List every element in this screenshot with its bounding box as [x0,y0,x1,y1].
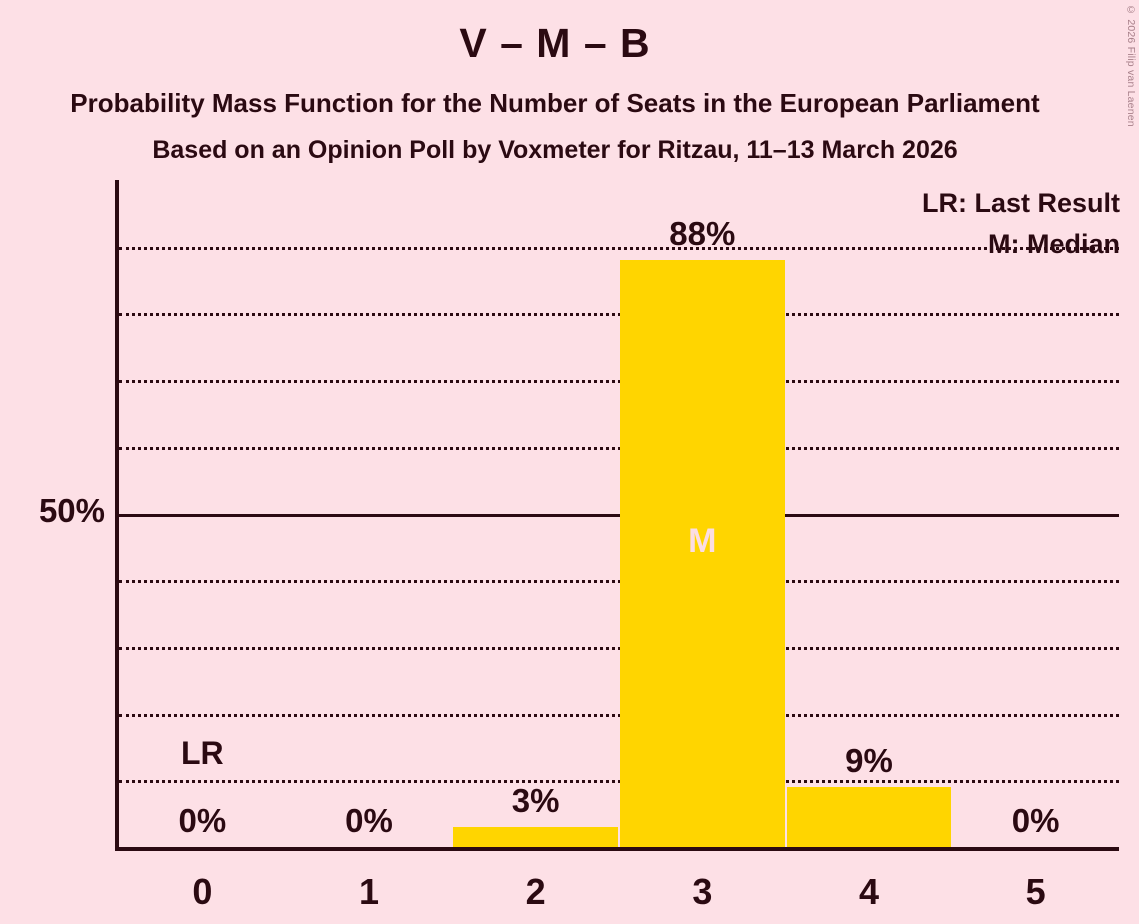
x-axis-tick-label: 3 [692,871,713,912]
gridline [119,646,1119,650]
x-axis-tick-label: 4 [858,871,879,912]
gridline [119,246,1119,250]
bar-value-label: 0% [178,802,227,839]
gridline [119,580,1119,584]
gridline [119,446,1119,450]
bar [786,786,952,847]
copyright-notice: © 2026 Filip van Laenen [1125,4,1137,127]
chart-legend: LR: Last Result M: Median [922,183,1120,265]
legend-entry-median: M: Median [988,229,1120,259]
page-title: V – M – B [459,20,651,66]
gridline [119,380,1119,384]
x-axis-tick-label: 1 [358,871,379,912]
legend-entry-last-result: LR: Last Result [921,188,1120,218]
x-axis-tick-label: 0 [192,871,213,912]
last-result-marker: LR [181,735,224,772]
chart-subtitle-secondary: Based on an Opinion Poll by Voxmeter for… [152,136,958,164]
y-axis-line [115,180,119,851]
gridline [119,713,1119,717]
chart-subtitle-primary: Probability Mass Function for the Number… [70,88,1040,118]
bar-value-label: 0% [345,802,393,839]
bar-value-label: 88% [669,215,736,253]
bar: M [620,260,785,847]
x-axis-tick-label: 5 [1025,871,1046,912]
bar-value-label: 9% [845,741,893,779]
gridline [119,313,1119,317]
x-axis-line [115,847,1119,851]
bar-value-label: 3% [511,781,560,819]
median-marker: M [688,521,717,560]
bar [453,827,618,847]
bar-value-label: 0% [1011,802,1060,839]
x-axis-tick-label: 2 [525,871,546,912]
plot-area: M [115,180,1119,851]
gridline [119,513,1119,517]
gridline [119,780,1119,784]
y-axis-tick-label: 50% [38,491,105,529]
